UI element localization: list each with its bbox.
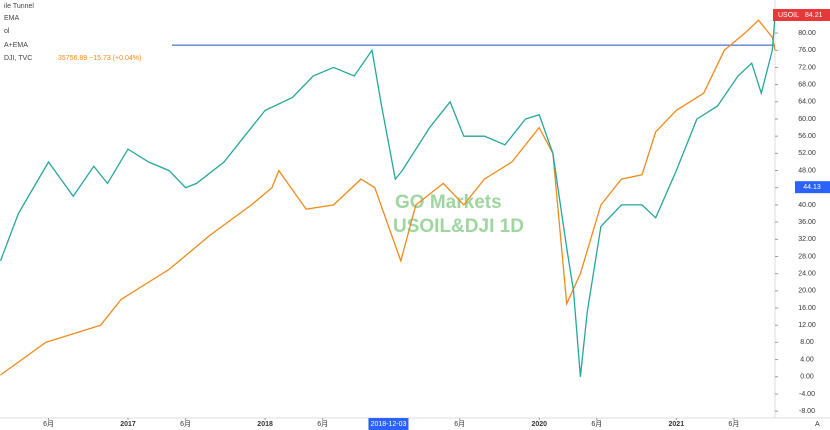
y-tick-label: 72.00 bbox=[798, 64, 816, 71]
y-tick-label: 80.00 bbox=[798, 30, 816, 37]
price-label-box bbox=[773, 8, 830, 21]
legend-main: DJI, TVC bbox=[4, 55, 32, 62]
y-tick-label: 12.00 bbox=[798, 322, 816, 329]
corner-label: A bbox=[815, 421, 820, 428]
y-tick-label: 32.00 bbox=[798, 236, 816, 243]
x-tick-label: 2018 bbox=[257, 421, 273, 428]
y-tick-label: -4.00 bbox=[799, 391, 815, 398]
legend-item: ol bbox=[4, 28, 10, 35]
y-tick-label: 40.00 bbox=[798, 202, 816, 209]
y-tick-label: 56.00 bbox=[798, 133, 816, 140]
x-tick-label: 2020 bbox=[531, 421, 547, 428]
y-tick-label: 52.00 bbox=[798, 150, 816, 157]
x-tick-label: 2021 bbox=[669, 421, 685, 428]
y-tick-label: 64.00 bbox=[798, 99, 816, 106]
legend-item: EMA bbox=[4, 15, 20, 22]
price-label-value: 44.13 bbox=[803, 184, 821, 191]
y-tick-label: 60.00 bbox=[798, 116, 816, 123]
crosshair-date-box bbox=[368, 418, 409, 430]
series-line bbox=[0, 19, 776, 376]
series-line bbox=[0, 15, 776, 377]
legend-item: ile Tunnel bbox=[4, 3, 34, 10]
x-tick-label: 6月 bbox=[728, 420, 739, 428]
y-tick-label: 20.00 bbox=[798, 288, 816, 295]
price-label-value: 84.21 bbox=[805, 12, 823, 19]
x-tick-label: 6月 bbox=[43, 420, 54, 428]
y-tick-label: 24.00 bbox=[798, 270, 816, 277]
watermark: GO Markets bbox=[395, 192, 502, 213]
y-tick-label: 28.00 bbox=[798, 253, 816, 260]
price-label-name: USOIL bbox=[778, 12, 799, 19]
y-tick-label: 0.00 bbox=[800, 374, 814, 381]
y-tick-label: 16.00 bbox=[798, 305, 816, 312]
legend-values: 35756.89 −15.73 (+0.04%) bbox=[58, 55, 141, 62]
x-tick-label: 2017 bbox=[120, 421, 136, 428]
y-tick-label: 48.00 bbox=[798, 167, 816, 174]
legend-item: A+EMA bbox=[4, 42, 28, 49]
y-tick-label: -8.00 bbox=[799, 408, 815, 415]
y-tick-label: 8.00 bbox=[800, 339, 814, 346]
y-tick-label: 4.00 bbox=[800, 356, 814, 363]
watermark: USOIL&DJI 1D bbox=[393, 216, 524, 237]
price-label-box bbox=[795, 181, 830, 194]
y-tick-label: 76.00 bbox=[798, 47, 816, 54]
x-tick-label: 6月 bbox=[454, 420, 465, 428]
x-tick-label: 6月 bbox=[591, 420, 602, 428]
x-tick-label: 6月 bbox=[317, 420, 328, 428]
y-tick-label: 36.00 bbox=[798, 219, 816, 226]
y-tick-label: 68.00 bbox=[798, 81, 816, 88]
x-tick-label: 6月 bbox=[180, 420, 191, 428]
crosshair-date: 2018-12-03 bbox=[371, 421, 407, 428]
